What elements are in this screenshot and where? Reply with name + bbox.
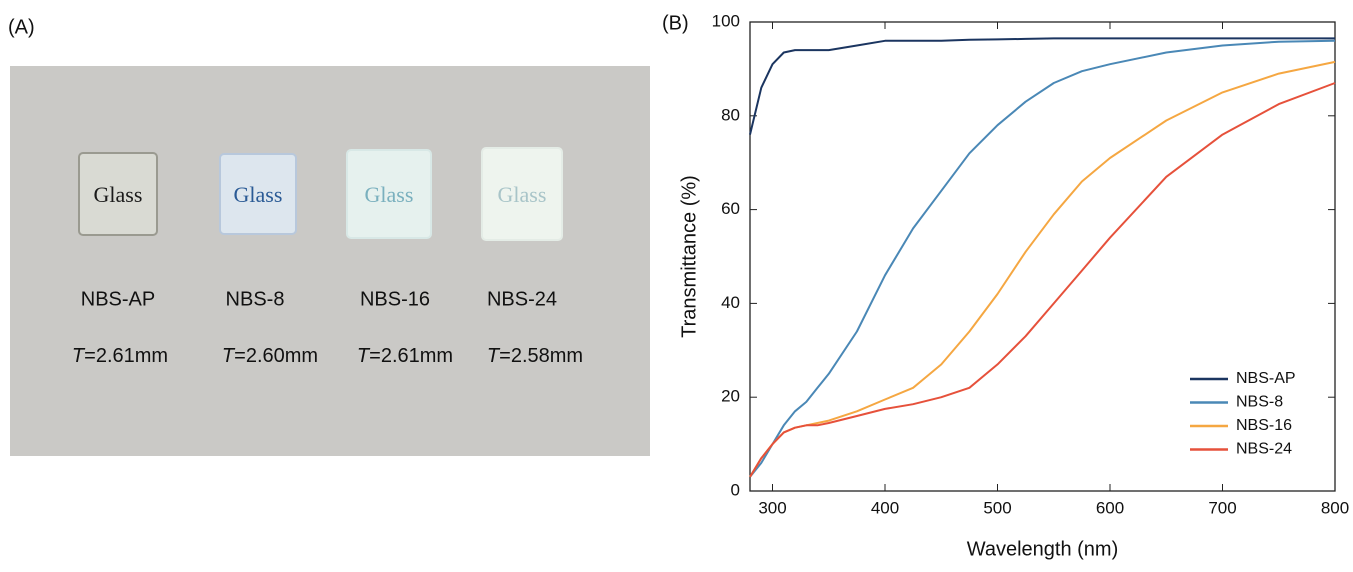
glass-sample	[346, 149, 432, 239]
sample-name: NBS-AP	[81, 288, 155, 310]
thickness-symbol: T	[487, 345, 501, 367]
thickness-symbol: T	[222, 345, 236, 367]
y-tick-label: 60	[721, 199, 740, 218]
sample-name: NBS-24	[487, 288, 557, 310]
series-line	[749, 82, 1336, 478]
x-tick-label: 800	[1321, 498, 1349, 517]
legend-label: NBS-16	[1236, 417, 1292, 434]
legend-label: NBS-8	[1236, 394, 1283, 411]
x-tick-label: 500	[983, 498, 1011, 517]
sample-thickness: T=2.61mm	[72, 345, 168, 367]
thickness-value: =2.61mm	[369, 345, 453, 367]
thickness-value: =2.60mm	[234, 345, 318, 367]
series-line	[749, 37, 1335, 135]
y-tick-label: 80	[721, 105, 740, 124]
thickness-value: =2.58mm	[499, 345, 583, 367]
y-tick-label: 20	[721, 387, 740, 406]
glass-text: Glass	[234, 182, 283, 207]
legend-label: NBS-24	[1236, 441, 1292, 458]
legend-label: NBS-AP	[1236, 370, 1296, 387]
y-tick-label: 40	[721, 293, 740, 312]
plot-frame	[749, 21, 1336, 492]
x-axis-label: Wavelength (nm)	[967, 538, 1119, 560]
chart: 300 400 500 600 700 800 0 20 40 60 80 100 Wavelength…	[678, 11, 1349, 560]
y-tick-label: 100	[712, 11, 740, 30]
x-tick-label: 600	[1096, 498, 1124, 517]
x-tick-label: 700	[1208, 498, 1236, 517]
x-tick-label: 400	[871, 498, 899, 517]
panel-label: (B)	[662, 12, 689, 34]
glass-sample	[219, 153, 297, 235]
series-line	[749, 39, 1336, 478]
glass-sample	[78, 152, 158, 236]
sample-name: NBS-16	[360, 288, 430, 310]
glass-text: Glass	[94, 182, 143, 207]
glass-text: Glass	[498, 182, 547, 207]
glass-sample	[481, 147, 563, 241]
thickness-symbol: T	[357, 345, 371, 367]
panel-label: (A)	[8, 16, 35, 38]
thickness-value: =2.61mm	[84, 345, 168, 367]
glass-text: Glass	[365, 182, 414, 207]
sample-thickness: T=2.61mm	[357, 345, 453, 367]
thickness-symbol: T	[72, 345, 86, 367]
photo: GlassNBS-APT=2.61mmGlassNBS-8T=2.60mmGla…	[72, 147, 583, 367]
sample-thickness: T=2.60mm	[222, 345, 318, 367]
photo-background	[10, 66, 650, 456]
sample-thickness: T=2.58mm	[487, 345, 583, 367]
y-tick-label: 0	[731, 480, 740, 499]
sample-name: NBS-8	[226, 288, 285, 310]
y-axis-label: Transmittance (%)	[678, 175, 700, 338]
series-line	[749, 60, 1336, 478]
x-tick-label: 300	[758, 498, 786, 517]
